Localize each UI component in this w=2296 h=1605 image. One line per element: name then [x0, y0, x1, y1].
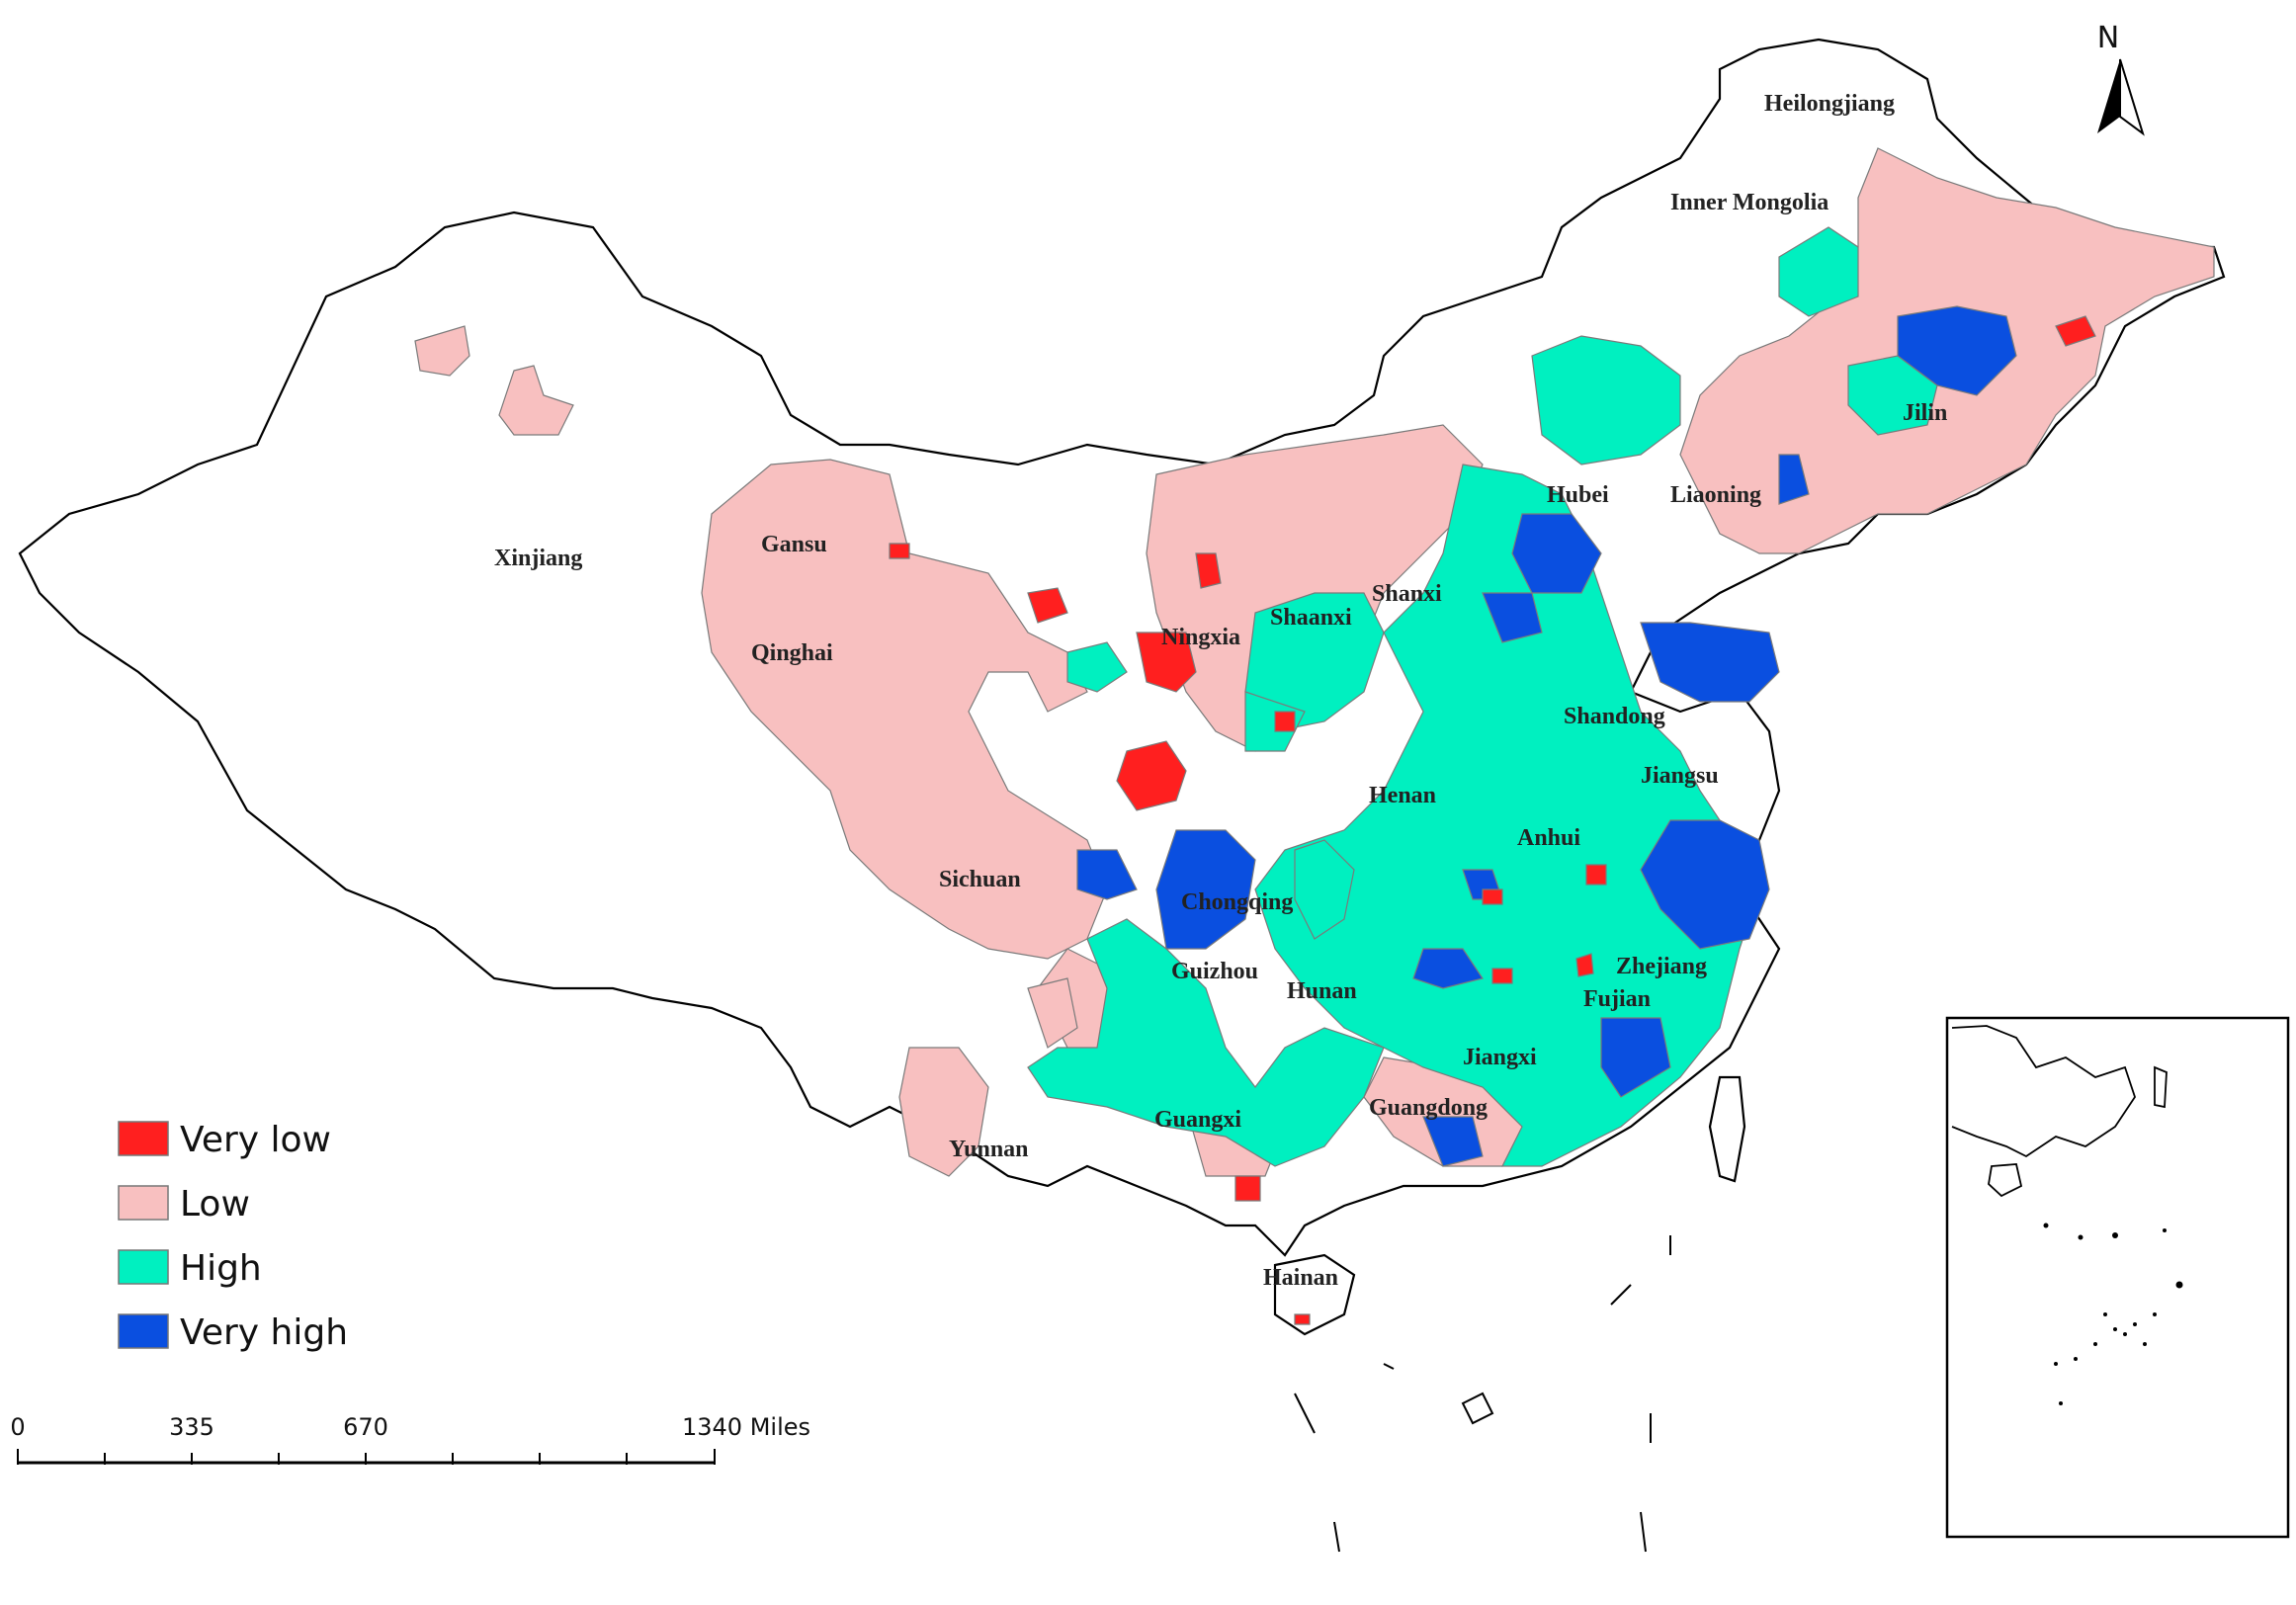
label-guizhou: Guizhou — [1171, 959, 1258, 984]
label-inner-mongolia: Inner Mongolia — [1670, 190, 1828, 215]
region-very-low — [1136, 632, 1197, 693]
region-very-low — [1027, 587, 1068, 624]
inset-taiwan — [2154, 1065, 2168, 1109]
very-low-regions — [889, 315, 2096, 1325]
label-qinghai: Qinghai — [751, 640, 833, 666]
label-chongqing: Chongqing — [1181, 889, 1293, 915]
label-yunnan: Yunnan — [949, 1137, 1029, 1162]
region-very-high — [1076, 849, 1138, 900]
region-high — [1254, 464, 1760, 1167]
region-very-high — [1482, 592, 1543, 643]
region-high — [1066, 641, 1128, 693]
region-low — [414, 325, 470, 377]
region-very-low — [1491, 968, 1513, 984]
region-very-low — [1234, 1175, 1261, 1202]
label-jiangxi: Jiangxi — [1463, 1045, 1537, 1070]
high-regions — [1027, 226, 1938, 1167]
label-fujian: Fujian — [1583, 986, 1651, 1012]
very-high-regions — [1076, 305, 2017, 1167]
label-ningxia: Ningxia — [1161, 625, 1240, 650]
region-high — [1294, 839, 1355, 940]
region-low — [701, 459, 1108, 960]
north-label: N — [2097, 21, 2119, 55]
region-very-high — [1640, 819, 1770, 950]
inset-islands — [2043, 1223, 2183, 1405]
scale-tick-335: 335 — [169, 1413, 214, 1441]
legend-label-very-low: Very low — [180, 1120, 331, 1160]
region-very-high — [1155, 829, 1256, 950]
legend-swatch-high — [118, 1249, 169, 1285]
region-very-low — [2055, 315, 2096, 347]
label-hunan: Hunan — [1287, 978, 1357, 1004]
region-low — [1027, 977, 1078, 1049]
north-arrow-icon — [2097, 59, 2120, 133]
label-gansu: Gansu — [761, 532, 827, 557]
label-zhejiang: Zhejiang — [1616, 954, 1707, 979]
label-guangdong: Guangdong — [1369, 1095, 1488, 1121]
region-very-high — [1640, 622, 1780, 703]
region-low — [498, 365, 574, 436]
legend-label-low: Low — [180, 1184, 250, 1225]
scale-tick-670: 670 — [343, 1413, 388, 1441]
label-shandong: Shandong — [1564, 704, 1665, 729]
inset-coastline — [1951, 1025, 2136, 1158]
label-jilin: Jilin — [1903, 400, 1947, 426]
region-very-low — [1294, 1313, 1311, 1325]
label-henan: Henan — [1369, 783, 1436, 808]
legend-swatch-very-low — [118, 1121, 169, 1156]
region-very-low — [1575, 953, 1594, 977]
inset-hainan — [1988, 1163, 2023, 1198]
legend-swatch-low — [118, 1185, 169, 1221]
region-very-high — [1778, 454, 1810, 505]
region-high — [1531, 335, 1681, 465]
scale-bar-ticks — [17, 1449, 716, 1465]
region-very-low — [1274, 711, 1296, 732]
region-very-low — [1482, 888, 1503, 905]
label-shaanxi: Shaanxi — [1270, 605, 1352, 631]
region-very-high — [1897, 305, 2017, 396]
region-very-low — [1195, 552, 1222, 589]
legend-swatch-very-high — [118, 1313, 169, 1349]
label-hubei: Hubei — [1547, 482, 1609, 508]
region-very-high — [1511, 513, 1602, 594]
label-anhui: Anhui — [1517, 825, 1580, 851]
region-high — [1027, 918, 1385, 1167]
label-xinjiang: Xinjiang — [494, 546, 582, 571]
region-very-high — [1422, 1116, 1484, 1167]
label-jiangsu: Jiangsu — [1641, 763, 1719, 789]
region-very-high — [1600, 1017, 1671, 1098]
region-high — [1778, 226, 1859, 317]
south-sea-islands — [1294, 1235, 1671, 1553]
label-guangxi: Guangxi — [1154, 1107, 1241, 1133]
legend: Very low Low High Very high — [118, 1120, 348, 1353]
label-sichuan: Sichuan — [939, 867, 1021, 892]
inset-frame — [1945, 1016, 2290, 1539]
label-shanxi: Shanxi — [1372, 581, 1442, 607]
region-very-low — [1116, 740, 1187, 811]
label-hainan: Hainan — [1263, 1265, 1338, 1291]
province-labels: Heilongjiang Inner Mongolia Jilin Liaoni… — [494, 91, 1947, 1291]
scale-bar: 0 335 670 1340 Miles — [10, 1413, 810, 1465]
label-liaoning: Liaoning — [1670, 482, 1761, 508]
region-very-low — [889, 543, 910, 559]
inset-map — [1945, 1016, 2290, 1539]
scale-tick-1340: 1340 Miles — [682, 1413, 810, 1441]
legend-label-high: High — [180, 1248, 262, 1289]
taiwan-outline — [1708, 1075, 1746, 1183]
label-heilongjiang: Heilongjiang — [1764, 91, 1895, 117]
region-low — [898, 1047, 989, 1177]
legend-label-very-high: Very high — [180, 1312, 348, 1353]
north-arrow: N — [2097, 21, 2145, 136]
region-very-high — [1412, 948, 1484, 989]
scale-tick-0: 0 — [10, 1413, 25, 1441]
region-very-low — [1585, 864, 1607, 886]
